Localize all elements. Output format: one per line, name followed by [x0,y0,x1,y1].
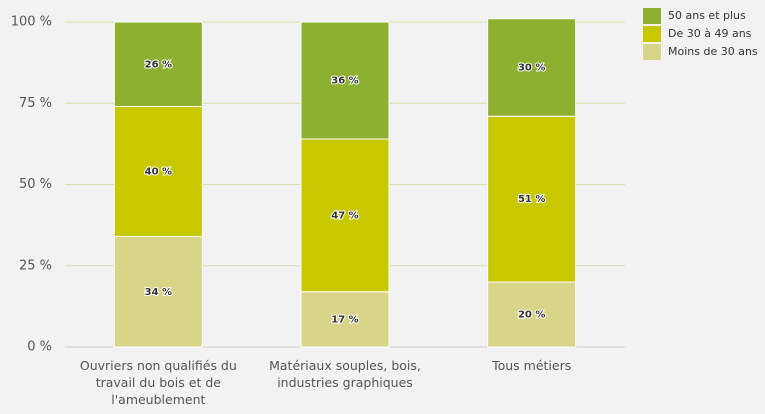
data-label: 51 % [518,194,545,205]
y-tick-label: 75 % [19,96,52,111]
data-label: 30 % [518,63,545,74]
data-label: 47 % [331,210,358,221]
x-tick-label: Tous métiers [492,358,572,373]
y-tick-label: 25 % [19,258,52,273]
legend-swatch [643,8,661,24]
data-label: 17 % [331,314,358,325]
y-tick-label: 50 % [19,177,52,192]
x-tick-label: Matériaux souples, bois, industries grap… [269,358,421,390]
bar-segment [487,115,577,283]
data-label: 20 % [518,310,545,321]
legend-label: Moins de 30 ans [668,45,758,58]
bar-segment [487,281,577,348]
data-label: 34 % [145,287,172,298]
bar-segment [300,21,390,140]
bar-segment [113,106,203,237]
legend-label: De 30 à 49 ans [668,27,752,40]
data-label: 40 % [145,167,172,178]
y-tick-label: 0 % [27,340,52,355]
bar-segment [113,236,203,348]
bar-segment [113,21,203,107]
legend-swatch [643,44,661,60]
legend-swatch [643,26,661,42]
data-label: 36 % [331,76,358,87]
y-tick-label: 100 % [11,15,52,30]
x-tick-label: Ouvriers non qualifiés du travail du boi… [79,358,237,407]
data-label: 26 % [145,59,172,70]
bar-segment [487,18,577,117]
legend-label: 50 ans et plus [668,9,746,22]
